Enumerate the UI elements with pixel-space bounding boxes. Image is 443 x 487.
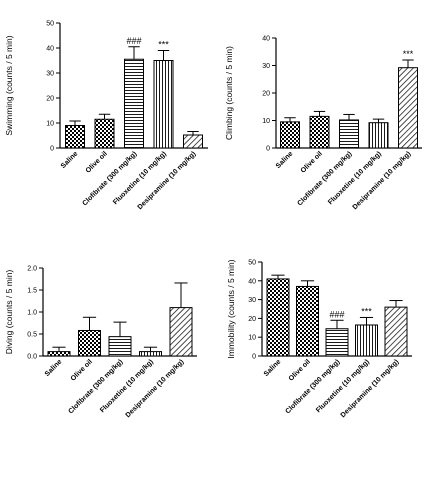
x-tick-label: Olive oil: [300, 150, 324, 174]
bar: [339, 119, 359, 149]
y-tick-label: 10: [262, 118, 270, 125]
chart-panel-2: 0 10 20 30 40 Climbing (counts / 5 min) Saline…: [224, 36, 422, 211]
y-axis-label: Immobility (counts / 5 min): [226, 259, 236, 358]
bar: [355, 324, 378, 357]
y-axis-label: Climbing (counts / 5 min): [224, 46, 234, 140]
y-axis-label: Diving (counts / 5 min): [4, 270, 14, 355]
y-tick-label: 50: [248, 260, 256, 267]
x-tick-label: Fluoxetine (10 mg/kg): [112, 150, 168, 206]
x-tick-label: Saline: [44, 358, 64, 378]
x-tick-label: Fluoxetine (10 mg/kg): [327, 150, 383, 206]
y-tick-label: 0: [252, 354, 256, 361]
y-tick-label: 30: [262, 63, 270, 70]
y-tick-label: 1.0: [27, 310, 37, 317]
x-tick-label: Desipramine (10 mg/kg): [340, 358, 401, 419]
x-tick-label: Clofibrate (300 mg/kg): [296, 150, 353, 207]
bar: [183, 134, 203, 149]
y-tick-label: 40: [46, 46, 54, 53]
x-tick-label: Fluoxetine (10 mg/kg): [315, 358, 371, 414]
bar: [124, 58, 144, 149]
y-tick-label: 20: [248, 316, 256, 323]
significance-label: ***: [158, 40, 169, 50]
bar: [280, 121, 300, 149]
bar: [94, 118, 115, 149]
bar: [169, 307, 193, 357]
y-axis-label: Swimming (counts / 5 min): [4, 35, 14, 135]
y-tick-label: 10: [46, 121, 54, 128]
x-tick-label: Clofibrate (300 mg/kg): [67, 358, 124, 415]
bar: [296, 285, 319, 357]
bar: [325, 328, 349, 357]
bar: [266, 278, 290, 357]
chart-panel-3: 0.0 0.5 1.0 1.5 2.0 Diving (counts / 5 min) Sa…: [4, 266, 197, 419]
x-tick-label: Clofibrate (300 mg/kg): [284, 358, 341, 415]
bar: [108, 336, 132, 357]
chart-panel-1: 0 10 20 30 40 50 Swimming (counts / 5 min) Sali…: [4, 21, 208, 211]
significance-label: ###: [126, 36, 141, 46]
y-tick-label: 20: [262, 91, 270, 98]
x-tick-label: Saline: [263, 358, 283, 378]
y-tick-label: 20: [46, 96, 54, 103]
bar: [78, 329, 101, 357]
y-tick-label: 0.0: [27, 354, 37, 361]
bar: [368, 122, 389, 149]
x-tick-label: Desipramine (10 mg/kg): [352, 150, 413, 211]
bar: [139, 351, 162, 357]
y-tick-label: 0: [50, 146, 54, 153]
x-tick-label: Desipramine (10 mg/kg): [125, 358, 186, 419]
y-tick-label: 10: [248, 335, 256, 342]
x-tick-label: Clofibrate (300 mg/kg): [81, 150, 138, 207]
y-tick-label: 30: [46, 71, 54, 78]
x-tick-label: Saline: [275, 150, 295, 170]
bar: [384, 306, 408, 357]
chart-panel-4: 0 10 20 30 40 50 Immobility (counts / 5 min) Sa…: [226, 259, 412, 419]
significance-label: ***: [361, 306, 372, 316]
x-tick-label: Olive oil: [85, 150, 109, 174]
y-tick-label: 30: [248, 297, 256, 304]
x-tick-label: Fluoxetine (10 mg/kg): [99, 358, 155, 414]
y-tick-label: 40: [248, 278, 256, 285]
significance-label: ###: [329, 309, 344, 319]
y-tick-label: 50: [46, 21, 54, 28]
bar: [65, 125, 85, 149]
bar: [153, 60, 174, 149]
y-tick-label: 0: [266, 146, 270, 153]
y-tick-label: 0.5: [27, 332, 37, 339]
x-tick-label: Olive oil: [288, 358, 312, 382]
x-tick-label: Desipramine (10 mg/kg): [137, 150, 198, 211]
bar: [47, 351, 71, 357]
x-tick-label: Saline: [60, 150, 80, 170]
y-tick-label: 2.0: [27, 266, 37, 273]
bar: [309, 115, 330, 149]
y-tick-label: 40: [262, 36, 270, 43]
significance-label: ***: [403, 49, 414, 59]
bar: [398, 67, 418, 149]
y-tick-label: 1.5: [27, 288, 37, 295]
x-tick-label: Olive oil: [70, 358, 94, 382]
